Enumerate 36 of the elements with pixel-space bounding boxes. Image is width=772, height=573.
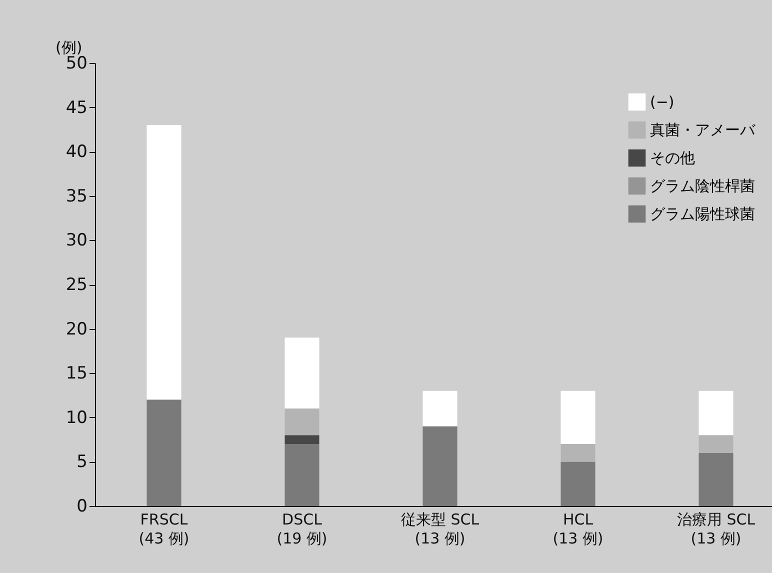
- bar: [284, 444, 320, 506]
- bar: [698, 452, 734, 506]
- legend-label: グラム陽性球菌: [650, 205, 755, 223]
- y-tick-label: 10: [66, 408, 88, 428]
- y-tick-label: 25: [66, 275, 88, 295]
- legend-label: その他: [650, 149, 695, 167]
- x-tick-label: 従来型 SCL (13 例): [400, 510, 480, 548]
- bar: [422, 426, 458, 506]
- y-tick-label: 50: [66, 54, 88, 74]
- x-tick-label: DSCL (19 例): [276, 510, 328, 548]
- legend-label: (−): [650, 93, 674, 111]
- bar: [422, 390, 458, 426]
- y-tick-label: 5: [76, 452, 88, 472]
- bar: [560, 444, 596, 462]
- x-tick-label: FRSCL (43 例): [138, 510, 190, 548]
- bar: [146, 400, 182, 506]
- y-tick-label: 35: [66, 186, 88, 206]
- bar: [284, 408, 320, 436]
- bar: [284, 435, 320, 444]
- bar: [560, 462, 596, 506]
- y-tick-label: 0: [76, 496, 88, 516]
- y-tick-label: 30: [66, 230, 88, 251]
- bar: [284, 338, 320, 409]
- y-axis-title: (例): [56, 38, 82, 56]
- bar: [698, 390, 734, 436]
- y-tick-label: 20: [66, 319, 88, 340]
- bar: [698, 435, 734, 453]
- legend-label: グラム陰性桿菌: [650, 177, 755, 195]
- y-tick-label: 40: [66, 142, 88, 162]
- x-tick-label: HCL (13 例): [552, 510, 604, 548]
- bar: [146, 125, 182, 400]
- legend-label: 真菌・アメーバ: [650, 121, 756, 139]
- bar: [560, 390, 596, 444]
- y-tick-label: 15: [66, 364, 88, 384]
- y-tick-label: 45: [66, 98, 88, 118]
- x-tick-label: 治療用 SCL (13 例): [676, 510, 756, 548]
